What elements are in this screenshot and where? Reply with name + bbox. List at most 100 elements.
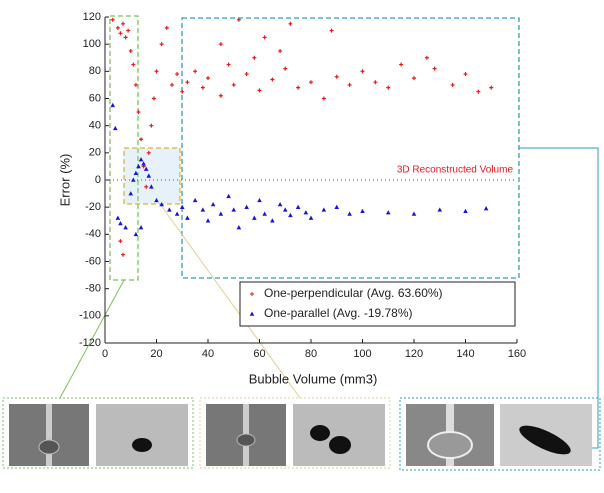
x-tick-label: 140 xyxy=(456,348,474,360)
y-tick-label: -40 xyxy=(85,228,101,240)
data-point xyxy=(206,218,211,222)
data-point xyxy=(335,75,339,79)
data-point xyxy=(165,26,169,30)
data-point xyxy=(288,213,293,217)
data-point xyxy=(283,67,287,71)
data-point xyxy=(175,211,180,215)
data-point xyxy=(464,72,468,76)
x-axis-label: Bubble Volume (mm3) xyxy=(249,371,378,386)
data-point xyxy=(113,126,118,130)
data-point xyxy=(185,216,190,220)
data-point xyxy=(231,207,236,211)
data-point xyxy=(121,253,125,257)
data-point xyxy=(399,63,403,67)
y-tick-label: 60 xyxy=(89,92,101,104)
data-point xyxy=(283,207,288,211)
x-tick-label: 40 xyxy=(202,348,214,360)
data-point xyxy=(227,63,231,67)
y-tick-label: -80 xyxy=(85,283,101,295)
data-point xyxy=(278,202,283,206)
data-point xyxy=(139,225,144,229)
highlight-box xyxy=(124,148,180,204)
data-point xyxy=(155,69,159,73)
data-point xyxy=(347,211,352,215)
data-point xyxy=(123,225,128,229)
x-tick-label: 0 xyxy=(102,348,108,360)
data-point xyxy=(129,49,133,53)
data-point xyxy=(180,205,185,209)
data-point xyxy=(484,206,489,210)
y-tick-label: 20 xyxy=(89,147,101,159)
data-point xyxy=(185,80,189,84)
data-point xyxy=(167,207,172,211)
x-tick-label: 20 xyxy=(150,348,162,360)
data-point xyxy=(252,216,257,220)
data-point xyxy=(412,76,416,80)
data-point xyxy=(257,198,262,202)
data-point xyxy=(152,97,156,101)
data-point xyxy=(252,56,256,60)
data-point xyxy=(296,205,301,209)
data-point xyxy=(258,88,262,92)
data-point xyxy=(126,29,130,33)
data-point xyxy=(304,210,309,214)
y-tick-label: 80 xyxy=(89,65,101,77)
x-tick-label: 120 xyxy=(405,348,423,360)
data-point xyxy=(118,239,122,243)
data-point xyxy=(309,80,313,84)
connector xyxy=(519,148,598,448)
data-point xyxy=(124,35,128,39)
data-point xyxy=(136,110,140,114)
data-point xyxy=(262,211,267,215)
data-point xyxy=(270,77,274,81)
data-point xyxy=(270,218,275,222)
data-point xyxy=(201,207,206,211)
data-point xyxy=(386,86,390,90)
data-point xyxy=(245,72,249,76)
data-point xyxy=(263,35,267,39)
data-point xyxy=(175,72,179,76)
annotation: 3D Reconstructed Volume xyxy=(397,165,514,176)
y-tick-label: -60 xyxy=(85,255,101,267)
data-point xyxy=(412,211,417,215)
data-point xyxy=(237,225,242,229)
y-tick-label: 0 xyxy=(95,174,101,186)
x-tick-label: 100 xyxy=(353,348,371,360)
data-point xyxy=(149,124,153,128)
data-point xyxy=(116,216,121,220)
y-tick-label: -120 xyxy=(79,337,101,349)
x-tick-label: 160 xyxy=(508,348,526,360)
data-point xyxy=(111,18,115,22)
legend-label: One-perpendicular (Avg. 63.60%) xyxy=(264,286,443,300)
y-tick-label: 100 xyxy=(83,38,101,50)
data-point xyxy=(476,90,480,94)
data-point xyxy=(118,221,123,225)
data-point xyxy=(309,216,314,220)
data-point xyxy=(334,205,339,209)
legend-label: One-parallel (Avg. -19.78%) xyxy=(264,306,413,320)
y-tick-label: -100 xyxy=(79,310,101,322)
data-point xyxy=(360,209,365,213)
data-point xyxy=(121,22,125,26)
data-point xyxy=(170,83,174,87)
data-point xyxy=(206,76,210,80)
data-point xyxy=(322,97,326,101)
data-point xyxy=(193,198,198,202)
data-point xyxy=(219,211,224,215)
data-point xyxy=(437,207,442,211)
data-point xyxy=(373,80,377,84)
y-tick-label: 40 xyxy=(89,120,101,132)
data-point xyxy=(361,69,365,73)
data-point xyxy=(134,83,138,87)
data-point xyxy=(489,86,493,90)
data-point xyxy=(296,86,300,90)
data-point xyxy=(219,42,223,46)
data-point xyxy=(322,207,327,211)
y-tick-label: -20 xyxy=(85,201,101,213)
data-point xyxy=(110,103,115,107)
figure: Bubble Volume (mm3) Error (%) -120-100-8… xyxy=(0,0,604,493)
highlight-box xyxy=(182,18,519,278)
data-point xyxy=(425,56,429,60)
data-point xyxy=(180,90,184,94)
x-tick-label: 80 xyxy=(305,348,317,360)
